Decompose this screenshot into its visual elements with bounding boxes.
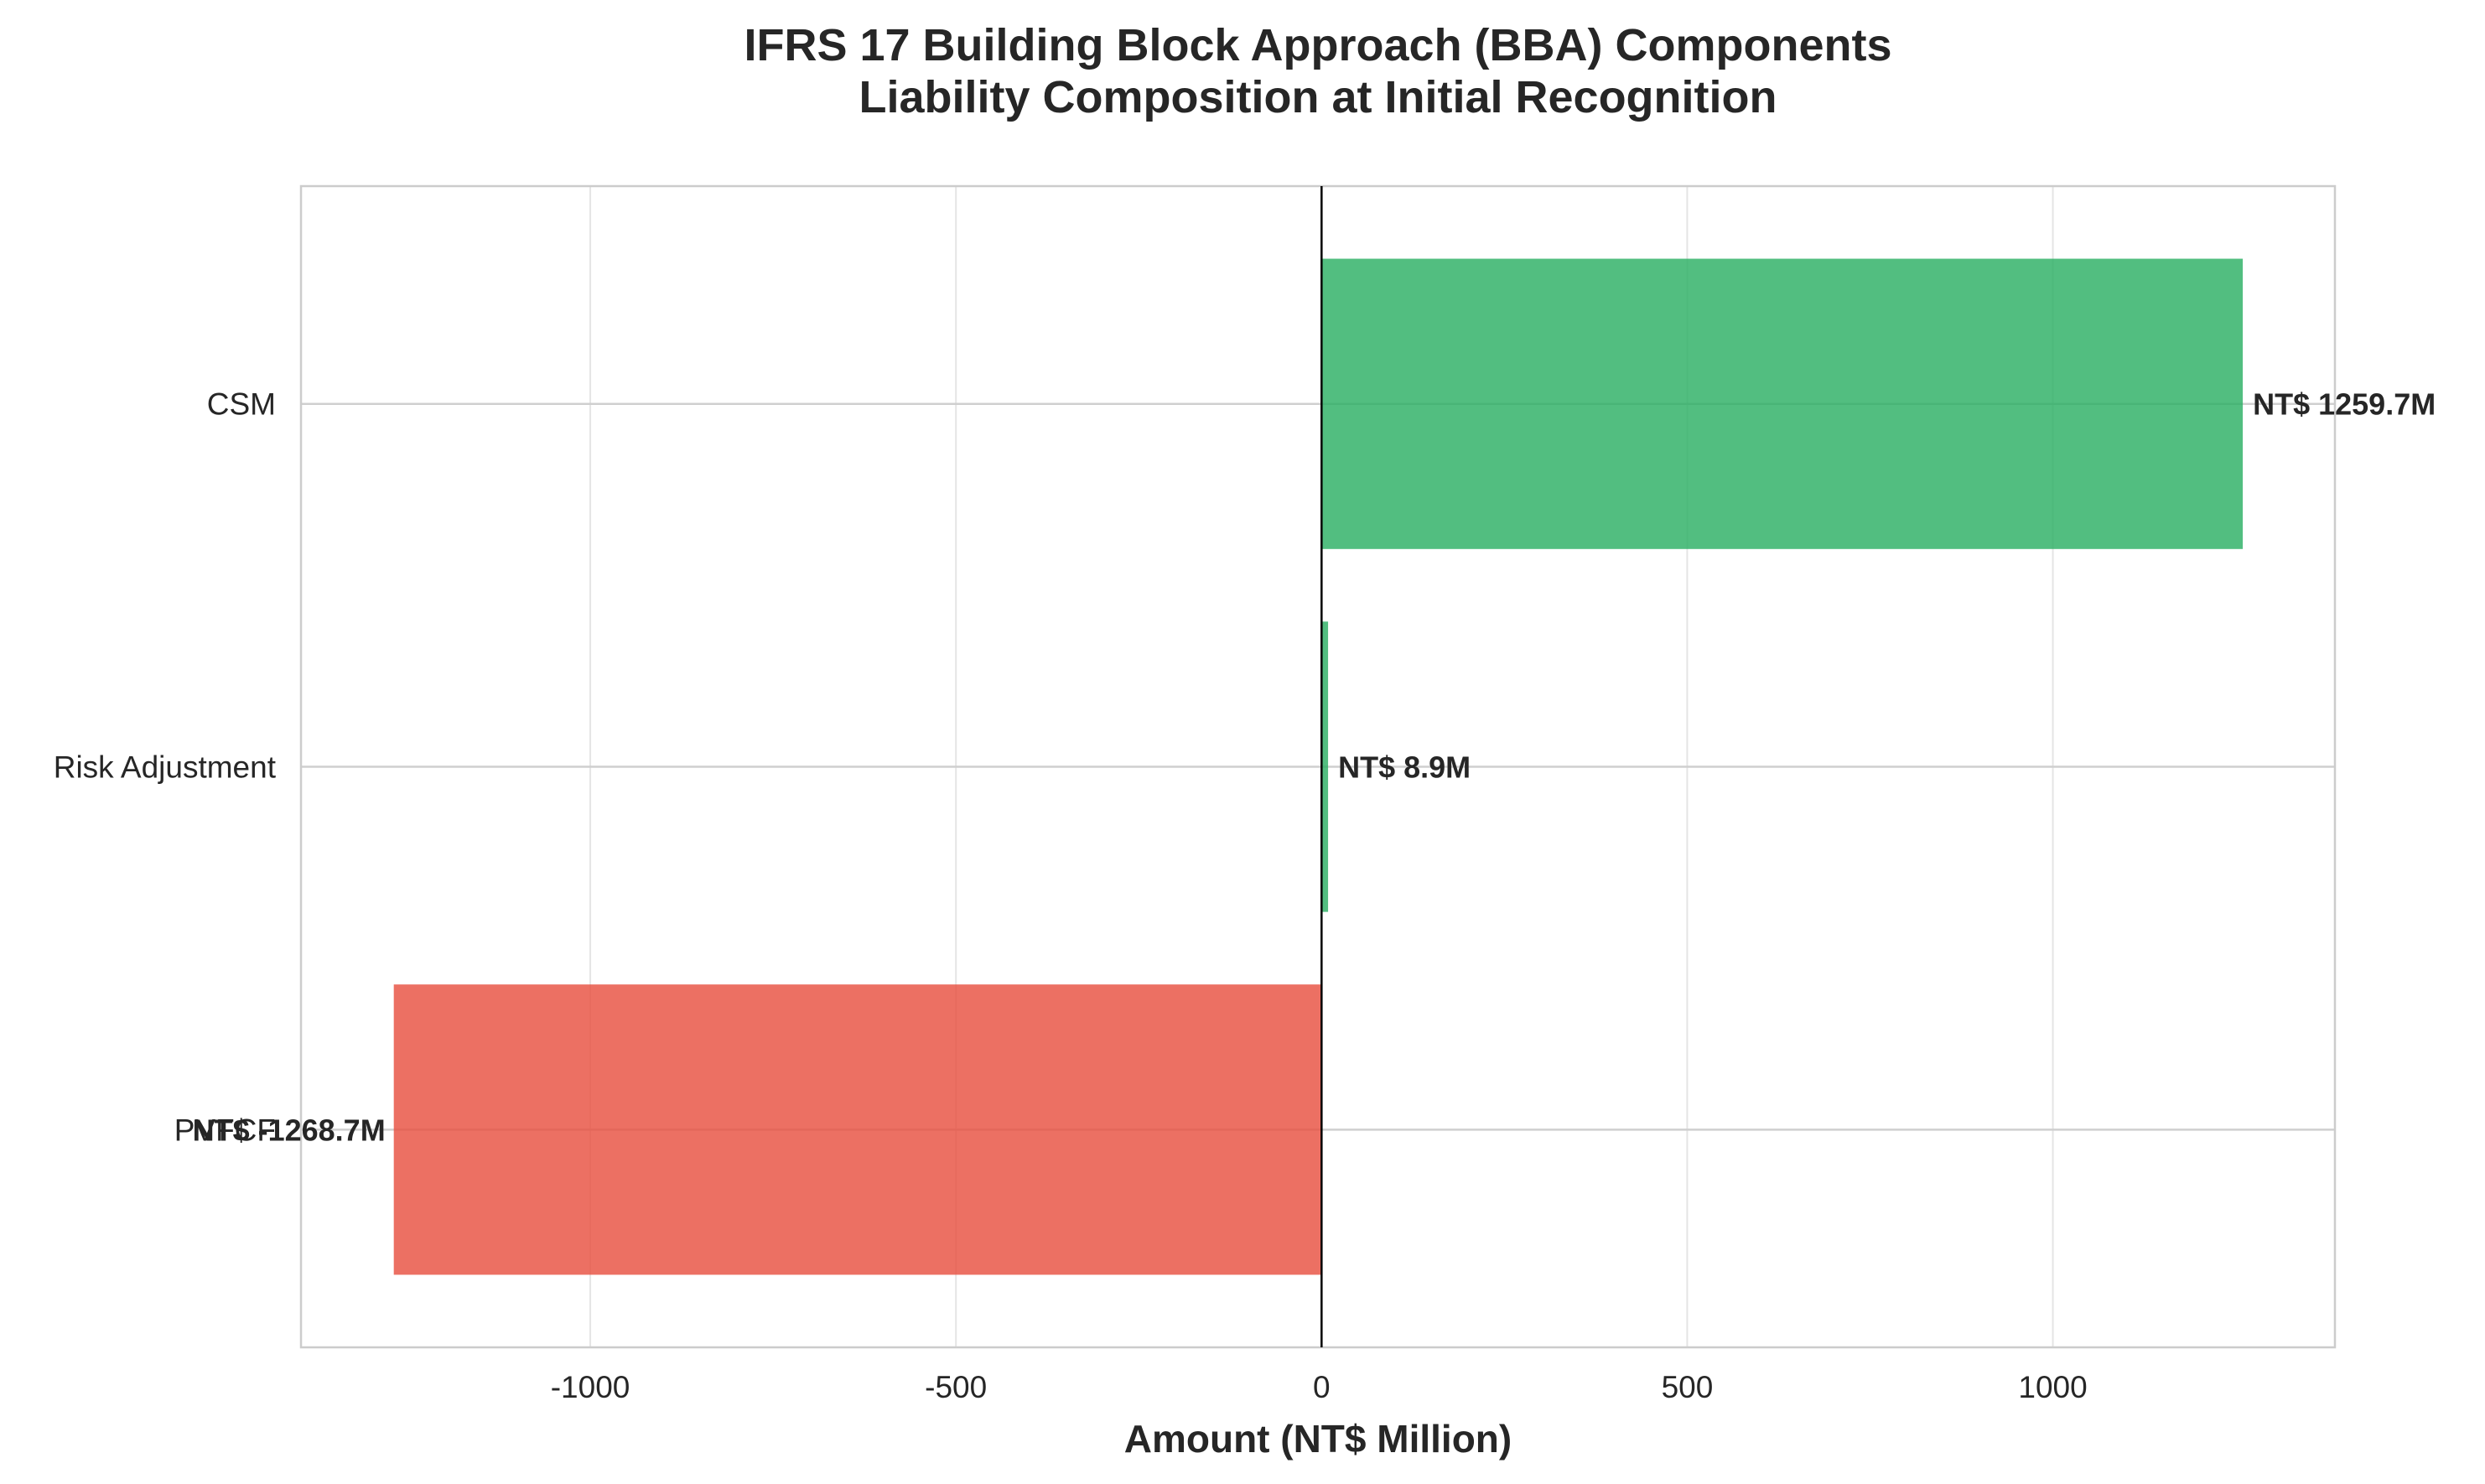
bar-csm <box>1321 258 2244 549</box>
x-tick-label: 0 <box>1313 1370 1331 1404</box>
data-label: NT$ 1259.7M <box>2253 387 2436 422</box>
bar-risk-adjustment <box>1321 621 1329 912</box>
data-label: NT$ -1268.7M <box>193 1113 386 1147</box>
y-tick-label: PVFCF <box>174 1113 276 1147</box>
data-label: NT$ 8.9M <box>1338 750 1471 785</box>
plot-frame <box>299 184 2337 1349</box>
x-tick-label: -1000 <box>551 1370 630 1404</box>
y-tick-label: Risk Adjustment <box>54 750 277 785</box>
chart-subtitle: Liability Composition at Initial Recogni… <box>859 72 1777 122</box>
plot-area: PVFCF Risk Adjustment CSM -1000 -500 0 500 1000… <box>54 184 2436 1404</box>
x-tick-label: -500 <box>925 1370 987 1404</box>
y-tick-label: CSM <box>207 387 276 422</box>
x-tick-label: 500 <box>1662 1370 1714 1404</box>
bar-pvfcf <box>393 984 1322 1275</box>
x-axis-label: Amount (NT$ Million) <box>1124 1417 1512 1461</box>
chart-title: IFRS 17 Building Block Approach (BBA) Co… <box>744 20 1891 70</box>
x-tick-label: 1000 <box>2018 1370 2087 1404</box>
